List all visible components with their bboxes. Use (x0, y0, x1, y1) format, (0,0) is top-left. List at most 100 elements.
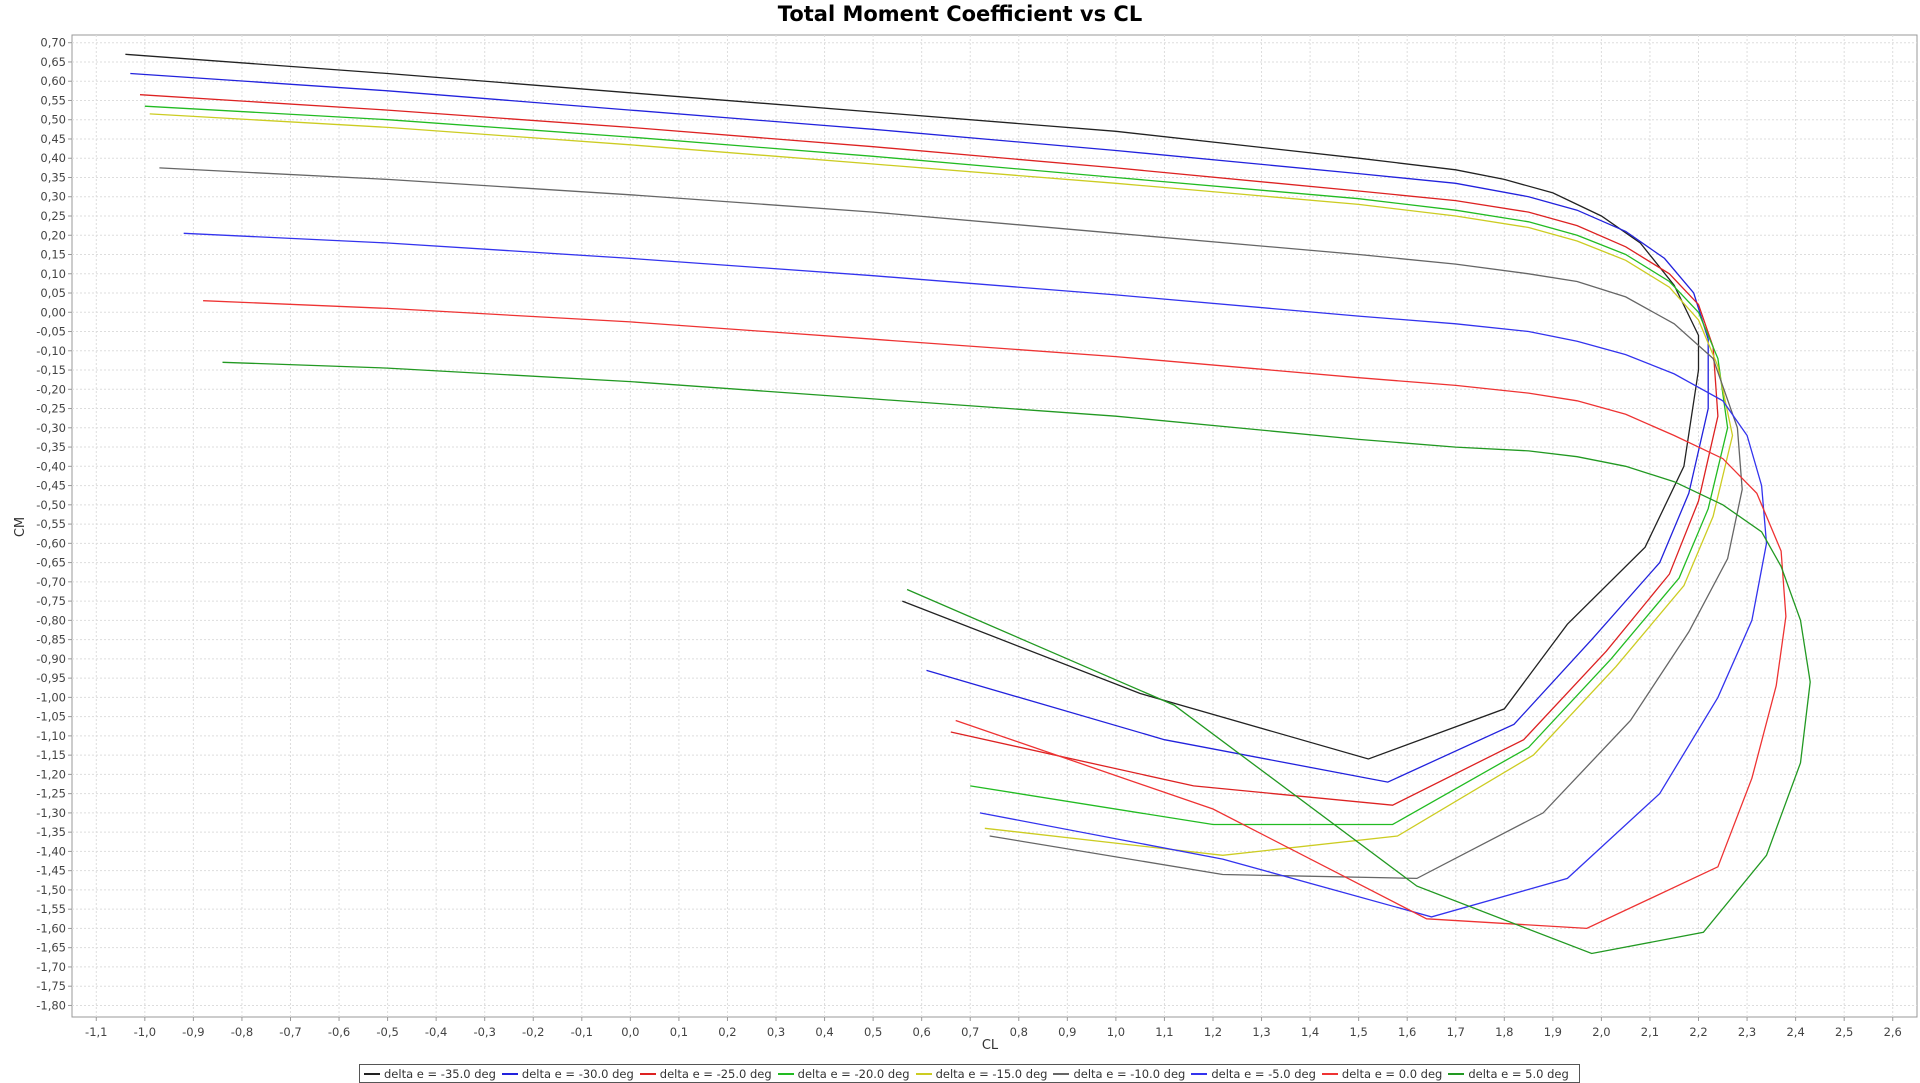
x-tick-label: 0,9 (1058, 1025, 1076, 1039)
y-tick-label: 0,60 (40, 74, 66, 88)
y-tick-label: -1,40 (36, 844, 66, 858)
y-tick-label: 0,15 (40, 248, 66, 262)
legend-item: delta e = -5.0 deg (1191, 1067, 1316, 1081)
y-tick-label: 0,55 (40, 93, 66, 107)
legend-item: delta e = 5.0 deg (1448, 1066, 1569, 1081)
x-tick-label: 2,3 (1738, 1025, 1756, 1039)
y-tick-label: -1,05 (36, 710, 66, 724)
y-tick-label: -1,55 (36, 902, 66, 916)
y-tick-label: 0,65 (40, 55, 66, 69)
legend-item: delta e = -30.0 deg (501, 1066, 634, 1081)
x-tick-label: 1,5 (1349, 1025, 1367, 1039)
y-tick-label: -0,80 (36, 613, 66, 627)
x-tick-label: 0,1 (670, 1025, 688, 1039)
x-tick-label: 2,2 (1689, 1025, 1707, 1039)
y-tick-label: -1,15 (36, 748, 66, 762)
x-tick-label: -0,5 (376, 1025, 398, 1039)
y-tick-label: 0,70 (40, 36, 66, 50)
legend-item: delta e = 0.0 deg (1321, 1067, 1442, 1081)
y-tick-label: -0,70 (36, 575, 66, 589)
y-tick-label: -0,40 (36, 459, 66, 473)
y-tick-label: -0,10 (36, 344, 66, 358)
legend-label: delta e = -20.0 deg (797, 1066, 910, 1081)
legend-item: delta e = -15.0 deg (915, 1066, 1048, 1081)
y-tick-label: -1,60 (36, 921, 66, 935)
legend-swatch (1191, 1072, 1208, 1075)
y-tick-label: 0,00 (40, 305, 66, 319)
series-line-8 (222, 361, 1811, 955)
x-axis-label: CL (982, 1038, 999, 1053)
legend-item: delta e = -25.0 deg (639, 1066, 772, 1081)
x-tick-label: 0,7 (961, 1025, 979, 1039)
x-tick-label: 0,0 (621, 1025, 639, 1039)
y-tick-label: 0,50 (40, 113, 66, 127)
chart-title: Total Moment Coefficient vs CL (777, 2, 1143, 26)
y-tick-label: -1,75 (36, 979, 66, 993)
y-axis-label: CM (13, 517, 28, 537)
y-tick-label: 0,40 (40, 151, 66, 165)
x-tick-label: 1,1 (1155, 1025, 1173, 1039)
y-tick-label: -1,45 (36, 864, 66, 878)
y-tick-label: -1,70 (36, 960, 66, 974)
x-tick-label: 2,4 (1786, 1025, 1804, 1039)
x-tick-label: -0,8 (231, 1025, 253, 1039)
y-tick-label: -1,65 (36, 941, 66, 955)
y-tick-label: 0,35 (40, 170, 66, 184)
y-tick-label: -0,15 (36, 363, 66, 377)
legend-label: delta e = -15.0 deg (935, 1066, 1048, 1081)
series-line-6 (183, 232, 1768, 918)
y-tick-label: -0,25 (36, 402, 66, 416)
y-tick-label: -1,20 (36, 767, 66, 781)
x-tick-label: -0,6 (328, 1025, 350, 1039)
y-tick-label: -0,05 (36, 325, 66, 339)
x-tick-label: 1,6 (1398, 1025, 1416, 1039)
x-tick-label: 2,6 (1884, 1025, 1902, 1039)
y-tick-label: 0,25 (40, 209, 66, 223)
x-tick-label: 0,8 (1010, 1025, 1028, 1039)
x-tick-label: 2,0 (1592, 1025, 1610, 1039)
y-tick-label: -0,75 (36, 594, 66, 608)
legend-swatch (1448, 1072, 1465, 1075)
x-tick-label: 0,6 (913, 1025, 931, 1039)
legend-label: delta e = 5.0 deg (1468, 1066, 1569, 1081)
legend: delta e = -35.0 deg delta e = -30.0 deg de… (359, 1064, 1580, 1083)
series-line-1 (130, 72, 1709, 783)
x-tick-label: -0,4 (425, 1025, 447, 1039)
y-tick-label: -0,45 (36, 479, 66, 493)
x-tick-label: 0,5 (864, 1025, 882, 1039)
y-tick-label: -0,90 (36, 652, 66, 666)
legend-label: delta e = -30.0 deg (521, 1066, 634, 1081)
series-line-3 (144, 105, 1729, 826)
x-tick-label: 1,2 (1204, 1025, 1222, 1039)
y-tick-label: 0,05 (40, 286, 66, 300)
y-tick-label: -1,10 (36, 729, 66, 743)
x-tick-label: 0,3 (767, 1025, 785, 1039)
y-tick-label: -0,65 (36, 556, 66, 570)
x-tick-label: -0,3 (473, 1025, 495, 1039)
legend-swatch (1053, 1072, 1070, 1075)
x-tick-label: 2,1 (1641, 1025, 1659, 1039)
x-tick-label: -0,1 (571, 1025, 593, 1039)
legend-swatch (1321, 1072, 1338, 1075)
series-line-2 (139, 94, 1719, 806)
x-tick-label: -1,0 (134, 1025, 156, 1039)
x-tick-label: 1,8 (1495, 1025, 1513, 1039)
x-tick-label: -1,1 (85, 1025, 107, 1039)
y-tick-label: -0,55 (36, 517, 66, 531)
x-tick-label: -0,9 (182, 1025, 204, 1039)
y-tick-label: -0,95 (36, 671, 66, 685)
legend-swatch (364, 1072, 380, 1075)
x-tick-label: 1,0 (1107, 1025, 1125, 1039)
x-tick-label: 2,5 (1835, 1025, 1853, 1039)
y-tick-label: -1,30 (36, 806, 66, 820)
x-tick-label: 0,2 (718, 1025, 736, 1039)
y-tick-label: -1,25 (36, 787, 66, 801)
legend-label: delta e = -25.0 deg (659, 1066, 772, 1081)
y-tick-label: -1,35 (36, 825, 66, 839)
legend-label: delta e = -35.0 deg (384, 1066, 496, 1081)
legend-swatch (639, 1072, 656, 1075)
x-tick-label: -0,7 (279, 1025, 301, 1039)
x-tick-label: 1,7 (1447, 1025, 1465, 1039)
y-tick-label: -0,50 (36, 498, 66, 512)
chart-plot: -1,1 -1,0 -0,9 -0,8 -0,7 -0,6 -0,5 -0,4 -0,3 -0,2… (13, 34, 1918, 1053)
